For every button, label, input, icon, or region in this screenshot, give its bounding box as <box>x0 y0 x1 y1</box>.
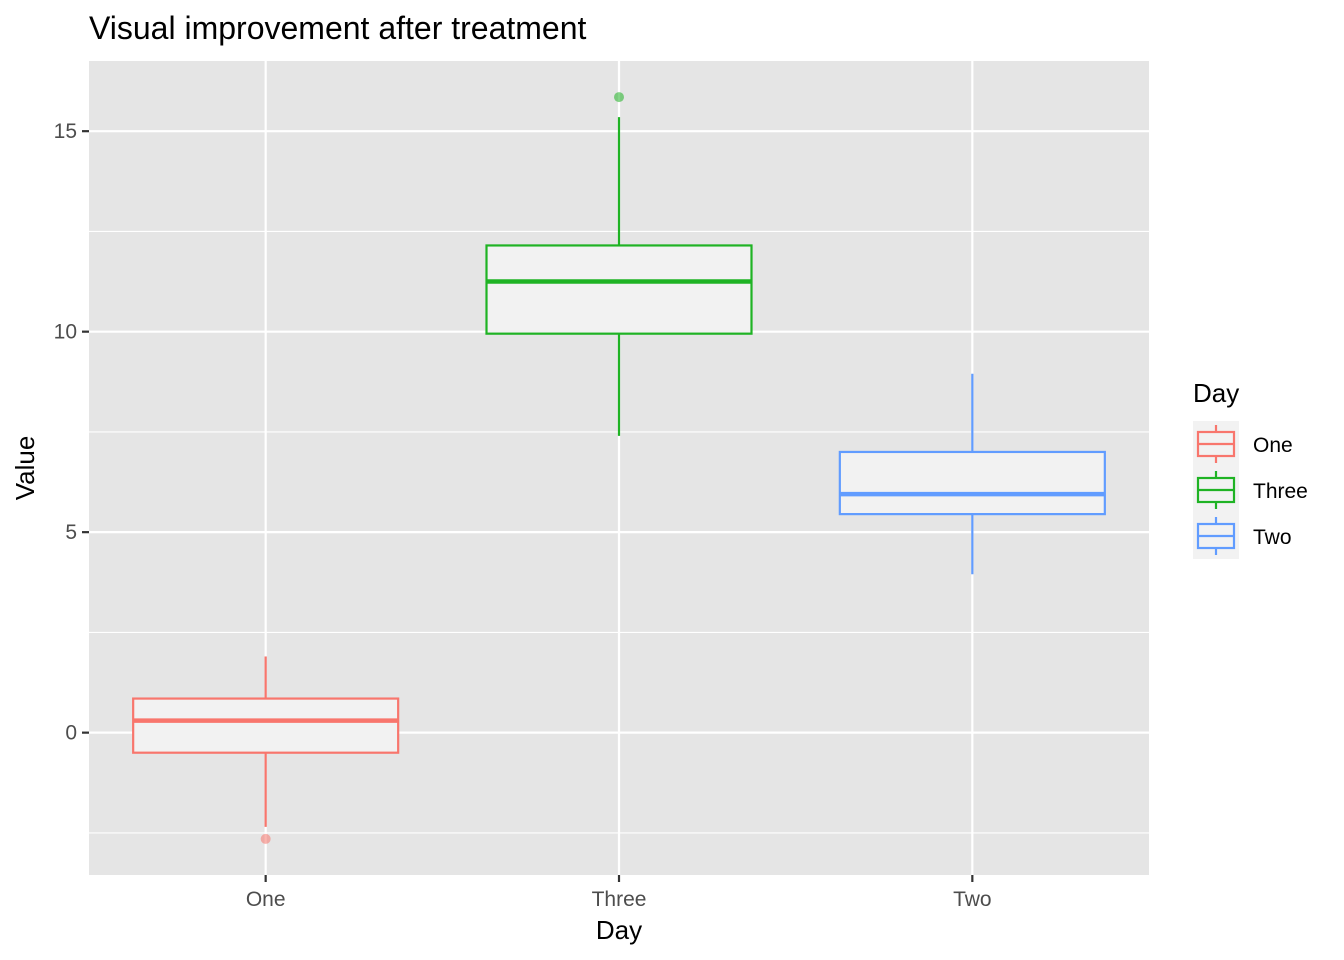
legend: Day One Three Two <box>1193 378 1308 559</box>
box-iqr <box>838 450 1106 516</box>
box-two <box>838 373 1106 575</box>
box-one <box>132 656 400 844</box>
y-axis: 0 5 10 15 <box>54 120 89 745</box>
legend-label: Three <box>1253 480 1308 503</box>
y-tick-label: 5 <box>65 521 77 544</box>
chart-title: Visual improvement after treatment <box>89 10 587 46</box>
legend-title: Day <box>1193 378 1239 408</box>
outlier-point <box>260 833 271 844</box>
box-iqr <box>132 697 400 754</box>
box-iqr <box>485 244 753 335</box>
y-tick-label: 10 <box>54 321 77 344</box>
legend-label: Two <box>1253 526 1292 549</box>
x-tick-label: Two <box>953 888 992 911</box>
x-tick-label: One <box>246 888 286 911</box>
y-tick-label: 15 <box>54 120 77 143</box>
y-tick-label: 0 <box>65 722 77 745</box>
y-axis-title: Value <box>10 436 40 501</box>
legend-item-three: Three <box>1193 467 1308 513</box>
box-three <box>485 92 753 436</box>
outlier-point <box>614 92 624 103</box>
x-axis-title: Day <box>596 915 642 945</box>
x-axis: One Three Two <box>246 875 992 911</box>
legend-item-one: One <box>1193 421 1293 467</box>
legend-label: One <box>1253 434 1293 457</box>
legend-item-two: Two <box>1193 513 1292 559</box>
boxes <box>132 92 1106 844</box>
x-tick-label: Three <box>592 888 647 911</box>
